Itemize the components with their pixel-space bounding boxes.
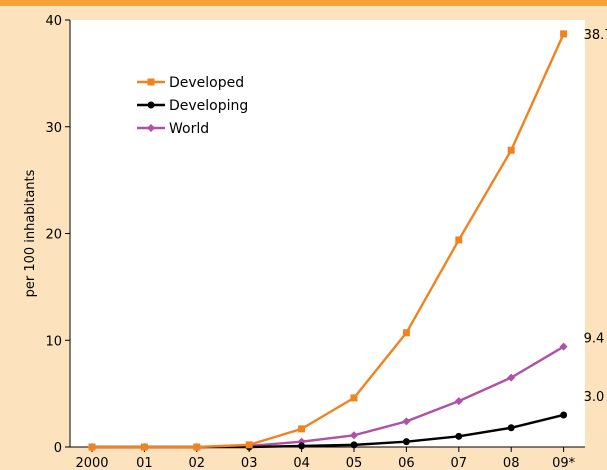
- series-line-developed: [92, 33, 565, 449]
- data-point-world: [350, 431, 358, 440]
- end-label-developed: 38.7: [584, 28, 607, 43]
- y-axis-title: per 100 inhabitants: [23, 169, 38, 297]
- data-point-developed: [298, 425, 306, 433]
- header-strip: [0, 0, 607, 6]
- legend-label-developing: Developing: [169, 98, 248, 114]
- y-tick-label: 10: [45, 334, 62, 349]
- end-label-developing: 3.0: [584, 390, 605, 405]
- data-point-developing: [298, 442, 306, 450]
- x-tick-label: 04: [293, 456, 310, 470]
- legend-label-developed: Developed: [169, 75, 244, 91]
- legend-marker-developing: [147, 101, 155, 109]
- y-tick-label: 0: [54, 441, 62, 456]
- data-point-developing: [350, 441, 358, 449]
- x-tick-label: 08: [503, 456, 520, 470]
- data-point-developing: [455, 432, 463, 440]
- data-point-developed: [350, 394, 358, 402]
- data-point-developed: [455, 236, 463, 244]
- y-tick-label: 40: [45, 14, 62, 29]
- data-point-developed: [245, 441, 253, 449]
- data-point-world: [402, 417, 411, 426]
- data-point-developing: [402, 438, 410, 446]
- x-tick-label: 2000: [75, 456, 108, 470]
- end-label-world: 9.4: [584, 332, 605, 347]
- data-point-world: [507, 373, 516, 382]
- data-point-world: [559, 342, 568, 351]
- data-point-developed: [88, 443, 96, 451]
- x-tick-label: 09*: [552, 456, 576, 470]
- data-point-developed: [560, 30, 568, 38]
- y-tick-label: 30: [45, 121, 62, 136]
- legend-marker-developed: [147, 78, 155, 86]
- x-tick-label: 06: [398, 456, 415, 470]
- legend-marker-world: [147, 124, 155, 132]
- x-tick-label: 05: [346, 456, 363, 470]
- data-point-developed: [507, 146, 515, 154]
- data-point-world: [454, 397, 463, 406]
- data-point-developing: [560, 411, 568, 419]
- plot-area: [70, 20, 585, 447]
- x-tick-label: 01: [136, 456, 153, 470]
- data-point-developing: [507, 424, 515, 432]
- y-tick-label: 20: [45, 228, 62, 243]
- data-point-developed: [140, 443, 148, 451]
- data-point-developed: [193, 443, 201, 451]
- legend-label-world: World: [169, 121, 209, 137]
- data-point-developed: [402, 329, 410, 337]
- x-tick-label: 03: [241, 456, 258, 470]
- x-tick-label: 02: [189, 456, 206, 470]
- x-tick-label: 07: [451, 456, 468, 470]
